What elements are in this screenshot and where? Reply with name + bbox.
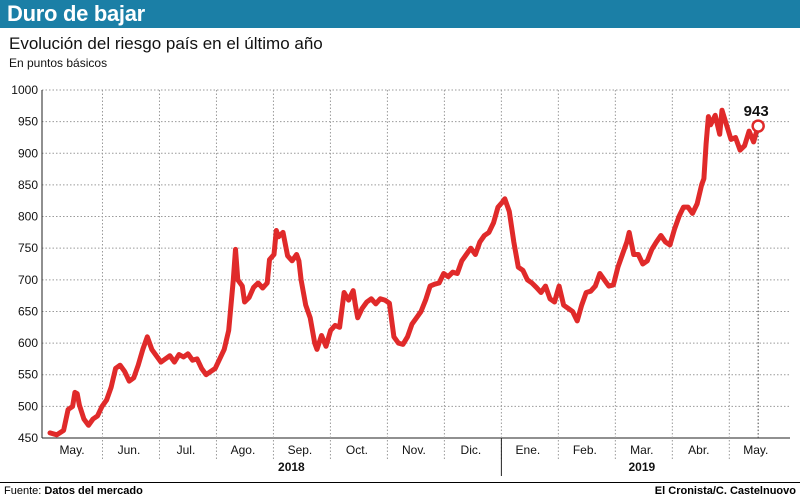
chart-subtitle: Evolución del riesgo país en el último a…: [9, 34, 323, 53]
x-month-label: Abr.: [688, 443, 709, 457]
line-chart: 450 500 550 600 650 700 750 800 850 900 950 1000 May…: [11, 83, 790, 476]
end-value-marker: [751, 119, 765, 133]
x-month-label: Nov.: [402, 443, 426, 457]
x-month-label: Feb.: [573, 443, 597, 457]
source-prefix: Fuente:: [4, 485, 42, 497]
y-tick-label: 950: [18, 115, 38, 129]
x-month-label: May.: [59, 443, 84, 457]
y-tick-label: 1000: [11, 83, 38, 97]
x-month-label: Oct.: [346, 443, 368, 457]
y-tick-label: 900: [18, 146, 38, 160]
x-month-label: Sep.: [288, 443, 313, 457]
y-tick-label: 650: [18, 304, 38, 318]
source-value: Datos del mercado: [44, 485, 143, 497]
units-label: En puntos básicos: [9, 56, 108, 70]
x-year-label: 2019: [628, 460, 655, 474]
end-value-label: 943: [744, 103, 769, 120]
x-month-label: Dic.: [461, 443, 482, 457]
y-tick-label: 800: [18, 210, 38, 224]
y-tick-label: 700: [18, 273, 38, 287]
y-tick-label: 600: [18, 336, 38, 350]
header-title: Duro de bajar: [7, 1, 145, 26]
x-month-label: Jul.: [177, 443, 196, 457]
footer-credit: El Cronista/C. Castelnuovo: [654, 485, 796, 497]
y-tick-label: 850: [18, 178, 38, 192]
footer-divider: [0, 482, 800, 483]
y-tick-label: 750: [18, 241, 38, 255]
x-month-label: Ene.: [516, 443, 541, 457]
header-bar: Duro de bajar: [0, 0, 800, 28]
series-line-riesgo-pais: [47, 107, 761, 438]
y-tick-label: 500: [18, 399, 38, 413]
x-month-label: Mar.: [630, 443, 653, 457]
x-month-label: Jun.: [118, 443, 141, 457]
x-year-label: 2018: [278, 460, 305, 474]
x-month-label: May.: [743, 443, 768, 457]
footer-source: Fuente: Datos del mercado: [4, 485, 143, 497]
x-month-label: Ago.: [231, 443, 256, 457]
y-tick-label: 450: [18, 431, 38, 445]
y-tick-label: 550: [18, 368, 38, 382]
